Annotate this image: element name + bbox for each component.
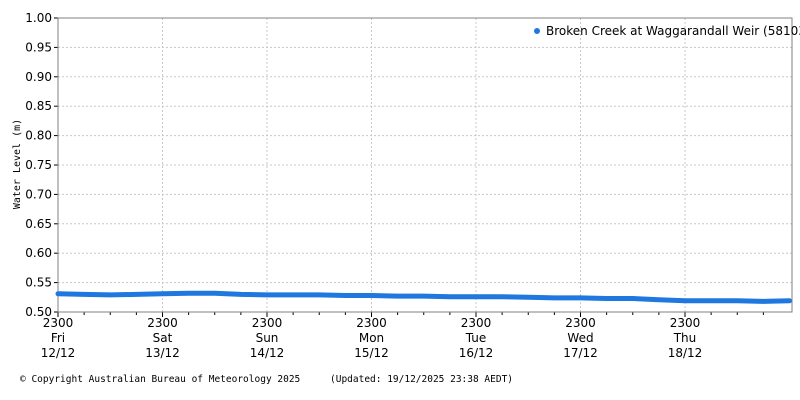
x-tick-date: 16/12 <box>459 346 494 360</box>
y-tick-label: 0.90 <box>25 70 52 84</box>
y-tick-label: 1.00 <box>25 11 52 25</box>
x-tick-day: Mon <box>359 331 384 345</box>
x-tick-date: 12/12 <box>41 346 76 360</box>
x-tick-day: Fri <box>51 331 65 345</box>
y-tick-label: 0.95 <box>25 40 52 54</box>
x-tick-day: Wed <box>567 331 593 345</box>
y-tick-label: 0.65 <box>25 217 52 231</box>
y-tick-label: 0.50 <box>25 305 52 319</box>
updated-timestamp: (Updated: 19/12/2025 23:38 AEDT) <box>330 374 514 385</box>
x-tick-time: 2300 <box>252 316 283 330</box>
x-tick-time: 2300 <box>461 316 492 330</box>
y-tick-label: 0.60 <box>25 246 52 260</box>
x-tick-date: 18/12 <box>668 346 703 360</box>
legend-label: Broken Creek at Waggarandall Weir (58103… <box>546 24 800 38</box>
y-axis-label: Water Level (m) <box>12 119 23 209</box>
x-tick-date: 14/12 <box>250 346 285 360</box>
x-tick-day: Sun <box>256 331 279 345</box>
plot-frame <box>57 17 793 313</box>
copyright-text: © Copyright Australian Bureau of Meteoro… <box>20 374 301 385</box>
axes: 0.50 0.55 0.60 0.65 0.70 0.75 0.80 0.85 0.90 0.95… <box>25 11 793 360</box>
legend: Broken Creek at Waggarandall Weir (58103… <box>534 24 800 38</box>
x-tick-time: 2300 <box>356 316 387 330</box>
x-tick-time: 2300 <box>565 316 596 330</box>
x-tick-time: 2300 <box>43 316 74 330</box>
x-tick-time: 2300 <box>670 316 701 330</box>
y-tick-label: 0.85 <box>25 99 52 113</box>
x-tick-date: 13/12 <box>145 346 180 360</box>
x-tick-time: 2300 <box>147 316 178 330</box>
y-tick-label: 0.80 <box>25 129 52 143</box>
x-tick-date: 15/12 <box>354 346 389 360</box>
legend-marker <box>534 28 540 34</box>
y-tick-label: 0.75 <box>25 158 52 172</box>
series-layer <box>55 290 792 304</box>
grid <box>58 18 792 312</box>
x-tick-day: Thu <box>673 331 697 345</box>
x-tick-date: 17/12 <box>563 346 598 360</box>
y-tick-label: 0.55 <box>25 276 52 290</box>
x-tick-day: Sat <box>153 331 173 345</box>
x-tick-day: Tue <box>465 331 487 345</box>
series-line <box>55 290 792 304</box>
y-tick-label: 0.70 <box>25 187 52 201</box>
